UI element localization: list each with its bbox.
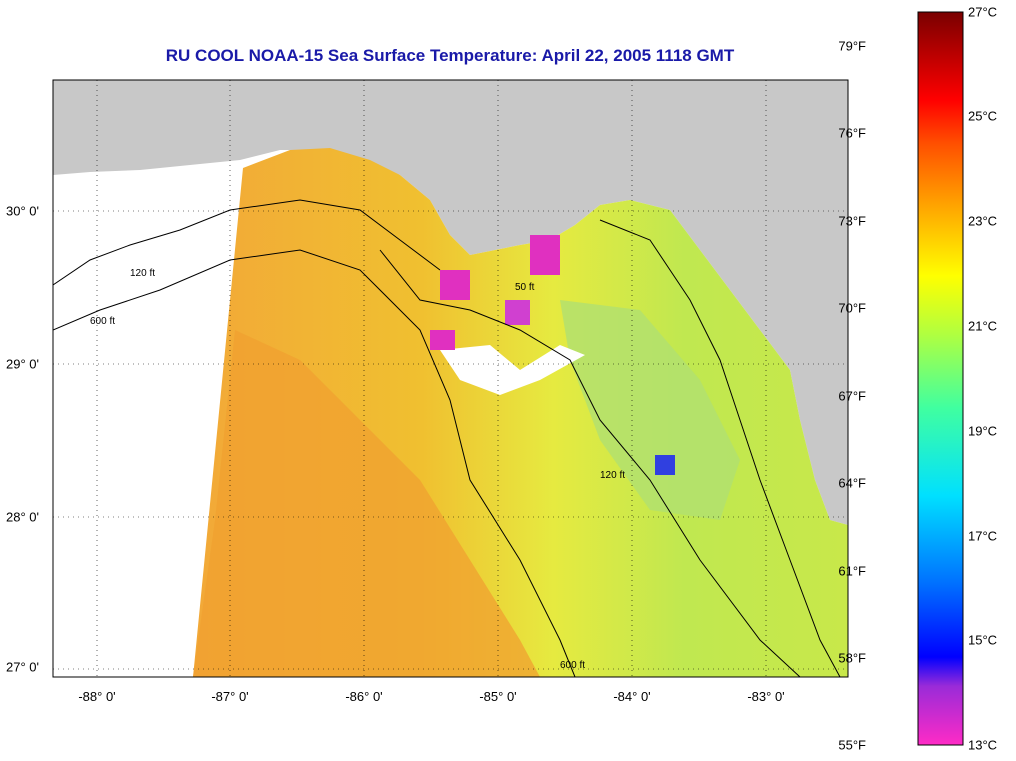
- colorbar-label-c: 17°C: [968, 528, 998, 544]
- longitude-tick: -87° 0': [211, 689, 249, 704]
- colorbar-label-c: 19°C: [968, 423, 998, 439]
- cool-water-region: [560, 300, 740, 520]
- colorbar-label-f: 58°F: [838, 650, 866, 666]
- colorbar: [917, 11, 964, 746]
- colorbar-label-f: 70°F: [838, 300, 866, 316]
- cold-patch: [440, 270, 470, 300]
- cold-patch: [430, 330, 455, 350]
- colorbar-label-f: 79°F: [838, 38, 866, 54]
- contour-label: 120 ft: [130, 268, 155, 279]
- colorbar-label-f: 64°F: [838, 475, 866, 491]
- latitude-tick: 30° 0': [6, 203, 39, 219]
- cold-patch: [505, 300, 530, 325]
- contour-label: 600 ft: [560, 660, 585, 671]
- colorbar-label-f: 61°F: [838, 563, 866, 579]
- colorbar-label-f: 73°F: [838, 213, 866, 229]
- colorbar-label-f: 67°F: [838, 388, 866, 404]
- contour-label: 600 ft: [90, 316, 115, 327]
- cold-patch: [530, 235, 560, 275]
- longitude-tick: -84° 0': [613, 689, 651, 704]
- map-frame: [52, 79, 849, 678]
- colorbar-label-c: 25°C: [968, 108, 998, 124]
- warm-water-region: [193, 330, 540, 677]
- contour-label: 50 ft: [515, 282, 535, 293]
- longitude-tick: -86° 0': [345, 689, 383, 704]
- latitude-tick: 28° 0': [6, 509, 39, 525]
- map-title: RU COOL NOAA-15 Sea Surface Temperature:…: [165, 46, 735, 65]
- depth-contours: [53, 199, 841, 677]
- colorbar-label-c: 13°C: [968, 737, 998, 753]
- land-area: [53, 80, 848, 525]
- colorbar-label-c: 15°C: [968, 632, 998, 648]
- colorbar-label-c: 21°C: [968, 318, 998, 334]
- contour-label: 120 ft: [600, 470, 625, 481]
- colorbar-label-c: 23°C: [968, 213, 998, 229]
- latitude-tick: 27° 0': [6, 659, 39, 675]
- colorbar-label-f: 55°F: [838, 737, 866, 753]
- latitude-tick: 29° 0': [6, 356, 39, 372]
- colorbar-label-f: 76°F: [838, 125, 866, 141]
- longitude-tick: -88° 0': [78, 689, 116, 704]
- cold-patch: [655, 455, 675, 475]
- cloud-patch: [440, 345, 585, 395]
- longitude-tick: -83° 0': [747, 689, 785, 704]
- longitude-tick: -85° 0': [479, 689, 517, 704]
- colorbar-label-c: 27°C: [968, 4, 998, 20]
